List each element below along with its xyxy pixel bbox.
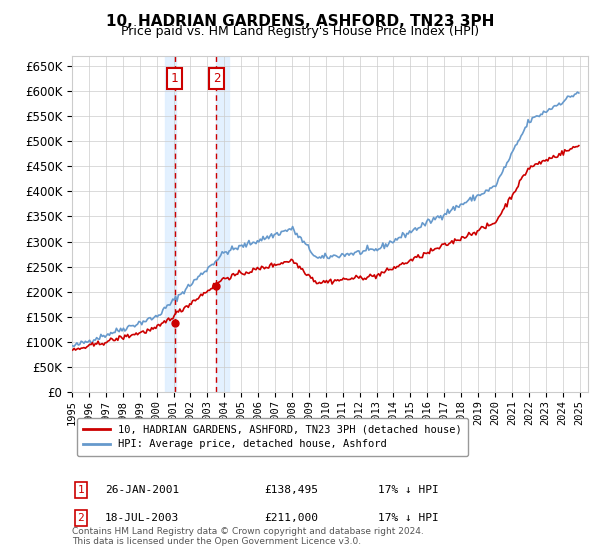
Text: 2: 2 (213, 72, 220, 85)
Text: 10, HADRIAN GARDENS, ASHFORD, TN23 3PH: 10, HADRIAN GARDENS, ASHFORD, TN23 3PH (106, 14, 494, 29)
Text: 1: 1 (171, 72, 178, 85)
Text: 1: 1 (77, 485, 85, 495)
Text: Contains HM Land Registry data © Crown copyright and database right 2024.
This d: Contains HM Land Registry data © Crown c… (72, 526, 424, 546)
Legend: 10, HADRIAN GARDENS, ASHFORD, TN23 3PH (detached house), HPI: Average price, det: 10, HADRIAN GARDENS, ASHFORD, TN23 3PH (… (77, 418, 468, 456)
Text: £211,000: £211,000 (264, 513, 318, 523)
Text: 17% ↓ HPI: 17% ↓ HPI (378, 485, 439, 495)
Text: 18-JUL-2003: 18-JUL-2003 (105, 513, 179, 523)
Text: Price paid vs. HM Land Registry's House Price Index (HPI): Price paid vs. HM Land Registry's House … (121, 25, 479, 38)
Text: 26-JAN-2001: 26-JAN-2001 (105, 485, 179, 495)
Text: £138,495: £138,495 (264, 485, 318, 495)
Bar (166, 56, 176, 392)
Bar (215, 56, 229, 392)
Text: 2: 2 (77, 513, 85, 523)
Text: 17% ↓ HPI: 17% ↓ HPI (378, 513, 439, 523)
